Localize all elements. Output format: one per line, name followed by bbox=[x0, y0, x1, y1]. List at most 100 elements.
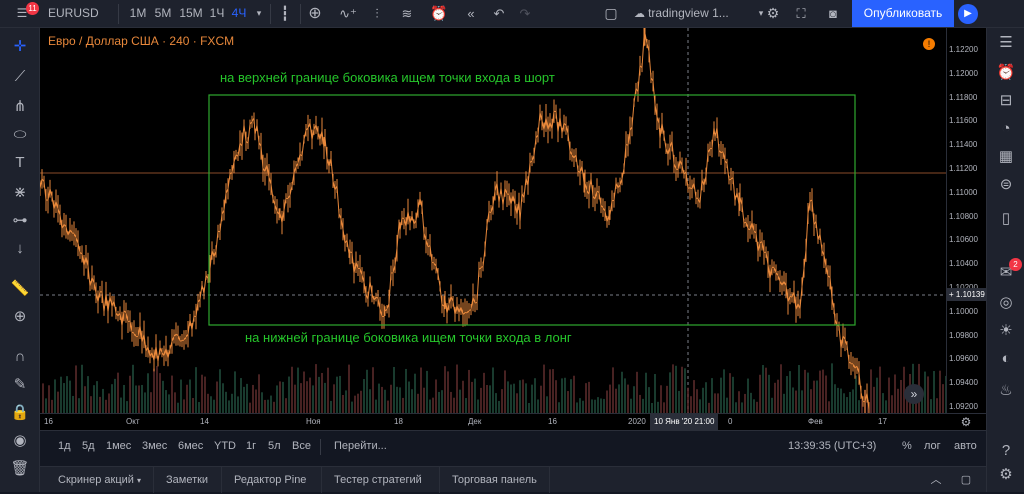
range-6m[interactable]: 6мес bbox=[178, 440, 204, 452]
trendline-icon[interactable]: ⟋ bbox=[14, 68, 26, 85]
chat-icon[interactable]: ✉ bbox=[999, 264, 1013, 281]
percent-toggle[interactable]: % bbox=[902, 440, 912, 452]
hotlist-icon[interactable]: ◔ bbox=[1001, 120, 1011, 137]
magnet-icon[interactable]: ∩ bbox=[14, 348, 26, 365]
volume-bar bbox=[276, 385, 278, 413]
time-label: Окт bbox=[126, 417, 140, 426]
volume-bar bbox=[786, 376, 788, 413]
volume-bar bbox=[543, 364, 545, 413]
tab-stock-screener[interactable]: Скринер акций ▾ bbox=[46, 467, 154, 493]
scroll-to-realtime-button[interactable]: » bbox=[904, 384, 924, 404]
pencil-lock-icon[interactable]: ✎ bbox=[13, 376, 27, 393]
crosshair-icon[interactable]: ✛ bbox=[13, 38, 27, 55]
volume-bar bbox=[822, 369, 824, 413]
indicators-icon[interactable]: ∿⁺ bbox=[339, 6, 357, 21]
maximize-panel-icon[interactable]: ▢ bbox=[960, 474, 972, 486]
financials-icon[interactable]: ⫶ bbox=[375, 6, 379, 21]
camera-icon[interactable]: ◙ bbox=[829, 6, 837, 21]
bell-icon[interactable]: ◐ bbox=[1001, 350, 1011, 367]
ideas-icon[interactable]: ⊜ bbox=[999, 176, 1013, 193]
interval-4h[interactable]: 4Ч bbox=[231, 6, 247, 20]
range-ytd[interactable]: YTD bbox=[214, 440, 236, 452]
undo-icon[interactable]: ↶ bbox=[493, 6, 505, 21]
watchlist-icon[interactable]: ☰ bbox=[999, 34, 1013, 51]
bulb-icon[interactable]: ♨ bbox=[999, 382, 1013, 399]
range-1d[interactable]: 1д bbox=[58, 440, 71, 452]
layout-square-icon[interactable]: ▢ bbox=[604, 5, 618, 21]
warning-icon[interactable]: ! bbox=[923, 38, 935, 50]
volume-bar bbox=[753, 399, 755, 413]
trash-icon[interactable]: 🗑 bbox=[10, 460, 30, 477]
data-window-icon[interactable]: ⊟ bbox=[999, 92, 1013, 109]
tab-trading-panel[interactable]: Торговая панель bbox=[440, 467, 550, 493]
range-5d[interactable]: 5д bbox=[82, 440, 95, 452]
eye-icon[interactable]: ◉ bbox=[13, 432, 27, 449]
settings-gear-icon[interactable]: ⚙ bbox=[999, 466, 1013, 483]
layout-panel-icon[interactable]: ▯ bbox=[1001, 210, 1011, 227]
interval-5m[interactable]: 5М bbox=[154, 6, 172, 20]
range-3m[interactable]: 3мес bbox=[142, 440, 168, 452]
volume-bar bbox=[624, 378, 626, 413]
lock-icon[interactable]: 🔒 bbox=[10, 404, 30, 421]
alert-clock-icon[interactable]: ⏰ bbox=[430, 5, 448, 21]
auto-toggle[interactable]: авто bbox=[954, 440, 977, 452]
candle-style-icon[interactable]: ┇ bbox=[280, 5, 290, 21]
volume-bar bbox=[105, 399, 107, 413]
interval-15m[interactable]: 15М bbox=[179, 6, 203, 20]
range-1y[interactable]: 1г bbox=[246, 440, 257, 452]
range-all[interactable]: Все bbox=[292, 440, 311, 452]
menu-button[interactable]: ☰ bbox=[2, 0, 42, 27]
volume-bar bbox=[813, 380, 815, 413]
clock-timezone[interactable]: 13:39:35 (UTC+3) bbox=[788, 440, 877, 452]
text-icon[interactable]: T bbox=[15, 154, 25, 171]
replay-icon[interactable]: « bbox=[467, 6, 475, 21]
volume-bar bbox=[429, 399, 431, 413]
publish-button[interactable]: Опубликовать bbox=[852, 0, 954, 27]
layout-name-button[interactable]: ☁ tradingview 1... bbox=[634, 0, 754, 27]
tab-pine-editor[interactable]: Редактор Pine bbox=[222, 467, 322, 493]
time-label: 0 bbox=[728, 417, 733, 426]
ruler-icon[interactable]: 📏 bbox=[10, 280, 30, 297]
tab-notes[interactable]: Заметки bbox=[154, 467, 222, 493]
symbol-search-button[interactable]: EURUSD bbox=[48, 6, 99, 20]
patterns-icon[interactable]: ⋇ bbox=[13, 184, 27, 201]
volume-bar bbox=[156, 365, 158, 413]
range-1m[interactable]: 1мес bbox=[106, 440, 132, 452]
arrow-down-icon[interactable]: ↓ bbox=[16, 240, 24, 257]
divider bbox=[270, 4, 271, 24]
templates-icon[interactable]: ≋ bbox=[401, 6, 413, 21]
axis-settings-gear-icon[interactable]: ⚙ bbox=[946, 413, 986, 430]
goto-date-button[interactable]: Перейти... bbox=[334, 440, 387, 452]
play-icon[interactable]: ▶ bbox=[958, 4, 978, 24]
volume-bar bbox=[546, 396, 548, 413]
alarm-clock-icon[interactable]: ⏰ bbox=[996, 64, 1016, 81]
zoom-icon[interactable]: ⊕ bbox=[13, 308, 27, 325]
interval-1m[interactable]: 1М bbox=[129, 6, 147, 20]
shapes-icon[interactable]: ⬭ bbox=[13, 126, 27, 143]
crosshair-time-label: 10 Янв '20 21:00 bbox=[650, 414, 719, 430]
tab-strategy-tester[interactable]: Тестер стратегий bbox=[322, 467, 440, 493]
calendar-icon[interactable]: ▦ bbox=[998, 148, 1014, 165]
fullscreen-icon[interactable]: ⛶ bbox=[796, 6, 806, 21]
price-axis[interactable]: 1.09200 1.09400 1.09600 1.09800 1.10000 1.102… bbox=[946, 28, 986, 413]
log-toggle[interactable]: лог bbox=[924, 440, 941, 452]
interval-1h[interactable]: 1Ч bbox=[209, 6, 225, 20]
pitchfork-icon[interactable]: ⋔ bbox=[13, 98, 27, 115]
chevron-up-icon[interactable]: ︿ bbox=[930, 474, 942, 486]
range-5y[interactable]: 5л bbox=[268, 440, 281, 452]
time-axis[interactable]: 16 Окт 14 Ноя 18 Дек 16 2020 0 Фев 17 10… bbox=[40, 413, 946, 430]
help-icon[interactable]: ? bbox=[1001, 442, 1011, 459]
settings-gear-icon[interactable]: ⚙ bbox=[766, 5, 780, 21]
chevron-down-icon[interactable]: ▾ bbox=[758, 8, 764, 18]
prediction-icon[interactable]: ⊶ bbox=[12, 212, 28, 229]
volume-bar bbox=[723, 369, 725, 413]
chevron-down-icon[interactable]: ▾ bbox=[256, 8, 262, 18]
volume-bar bbox=[891, 395, 893, 413]
idea-lightbulb-icon[interactable]: ☀ bbox=[999, 322, 1013, 339]
volume-bar bbox=[741, 402, 743, 413]
chart-pane[interactable]: Евро / Доллар США · 240 · FXCM ! на верх… bbox=[40, 28, 946, 413]
streams-icon[interactable]: ◎ bbox=[999, 294, 1013, 311]
compare-plus-icon[interactable]: ⊕ bbox=[308, 5, 322, 22]
volume-bar bbox=[810, 389, 812, 413]
redo-icon[interactable]: ↷ bbox=[519, 6, 531, 21]
